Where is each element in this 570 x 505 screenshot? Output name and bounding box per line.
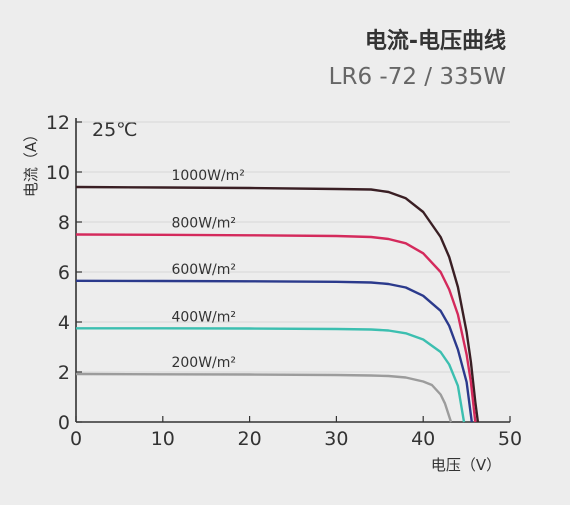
series-line-0 bbox=[75, 185, 480, 423]
series-label-3: 400W/m² bbox=[171, 309, 236, 325]
x-tick-label-4: 40 bbox=[411, 428, 435, 450]
series-group: 1000W/m² 800W/m² 600W/m² 400W/m² 200W/m² bbox=[75, 168, 480, 423]
y-tick-label-0: 0 bbox=[58, 412, 70, 434]
y-tick-label-6: 12 bbox=[46, 112, 70, 134]
y-tick-label-1: 2 bbox=[58, 362, 70, 384]
chart-subtitle: LR6 -72 / 335W bbox=[329, 64, 506, 90]
series-line-2 bbox=[75, 279, 473, 423]
grid bbox=[76, 121, 510, 373]
series-label-0: 1000W/m² bbox=[171, 168, 244, 184]
x-tick-label-1: 10 bbox=[151, 428, 175, 450]
series-line-1 bbox=[75, 233, 477, 423]
series-label-2: 600W/m² bbox=[171, 262, 236, 278]
series-line-3 bbox=[76, 327, 466, 423]
series-line-4 bbox=[75, 372, 453, 423]
chart-title: 电流-电压曲线 bbox=[365, 28, 506, 54]
temperature-annotation: 25℃ bbox=[92, 119, 138, 141]
y-tick-label-2: 4 bbox=[58, 312, 70, 334]
x-tick-label-0: 0 bbox=[70, 428, 82, 450]
x-tick-label-3: 30 bbox=[324, 428, 348, 450]
axes: 0 2 4 6 8 10 12 0 10 20 30 40 50 bbox=[46, 112, 522, 450]
y-tick-label-4: 8 bbox=[58, 212, 70, 234]
x-tick-label-2: 20 bbox=[238, 428, 262, 450]
y-axis-label: 电流（A） bbox=[22, 127, 40, 197]
series-label-4: 200W/m² bbox=[171, 355, 236, 371]
series-label-1: 800W/m² bbox=[171, 216, 236, 232]
x-axis-label: 电压（V） bbox=[431, 456, 501, 474]
y-tick-label-3: 6 bbox=[58, 262, 70, 284]
x-tick-label-5: 50 bbox=[498, 428, 522, 450]
y-tick-label-5: 10 bbox=[46, 162, 70, 184]
